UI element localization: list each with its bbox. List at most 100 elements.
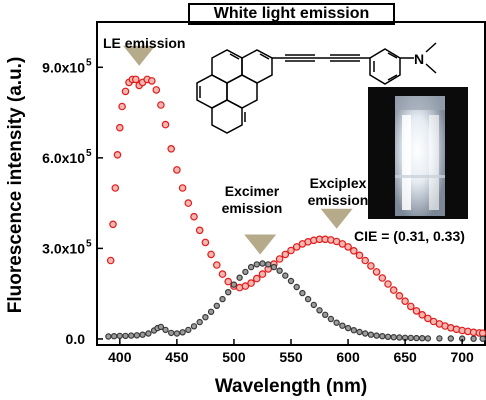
red-series-point — [190, 212, 198, 221]
red-series-point — [275, 255, 284, 263]
black-series-point — [133, 332, 141, 339]
black-series-point — [116, 332, 124, 340]
red-series-point — [207, 250, 215, 259]
black-series-point — [287, 277, 295, 285]
red-series-point — [113, 151, 122, 159]
red-series-point — [161, 120, 170, 129]
chart-title: White light emission — [188, 3, 395, 25]
black-series-point — [247, 263, 255, 271]
red-series-point — [281, 250, 290, 259]
black-series-point — [344, 324, 352, 332]
red-series-point — [184, 199, 193, 207]
black-series-point — [145, 330, 152, 337]
black-series-point — [167, 329, 175, 337]
black-series-point — [219, 295, 226, 303]
black-series-point — [333, 319, 340, 326]
black-series-point — [139, 331, 146, 338]
black-series-point — [105, 333, 112, 340]
annotation-excimer-line2: emission — [222, 200, 283, 216]
black-series-point — [339, 322, 346, 329]
black-series-point — [479, 335, 486, 342]
black-series-point — [447, 335, 454, 342]
black-series-point — [202, 314, 209, 321]
red-series-point — [361, 256, 370, 265]
red-series-point — [424, 314, 432, 323]
red-series-point — [167, 145, 176, 153]
black-series-point — [316, 307, 323, 314]
y-tick-exponent: 5 — [86, 148, 92, 159]
black-series-point — [213, 302, 220, 309]
le-exciplex-series — [106, 75, 486, 337]
y-tick-label: 0.0 — [66, 331, 86, 347]
red-series-point — [258, 270, 267, 278]
x-tick-label: 450 — [165, 349, 189, 365]
red-series-point — [478, 329, 486, 337]
red-series-point — [252, 274, 261, 283]
y-tick-exponent: 5 — [86, 57, 92, 68]
x-tick-label: 700 — [450, 349, 474, 365]
black-series-point — [122, 332, 129, 340]
red-series-point — [121, 87, 130, 96]
black-series-point — [110, 333, 118, 340]
red-series-point — [349, 247, 358, 255]
red-series-point — [218, 270, 227, 278]
red-series-point — [401, 297, 409, 306]
black-series-point — [265, 261, 272, 268]
emission-markers — [123, 45, 353, 255]
red-series-point — [344, 243, 352, 251]
black-series-point — [173, 330, 181, 337]
y-tick-label: 3.0x10 — [42, 240, 85, 256]
y-axis-label: Fluorescence intensity (a.u.) — [5, 57, 26, 314]
red-series-point — [132, 75, 140, 84]
cie-label: CIE = (0.31, 0.33) — [354, 228, 465, 244]
red-series-point — [241, 282, 250, 290]
black-series-point — [327, 315, 335, 323]
x-axis-ticks: 400 450 500 550 600 650 700 — [108, 339, 474, 365]
red-series-point — [118, 102, 126, 111]
black-series-point — [282, 272, 289, 279]
black-series-point — [185, 326, 192, 334]
black-series-point — [367, 331, 375, 338]
annotation-le: LE emission — [103, 35, 185, 51]
black-series-point — [419, 335, 426, 342]
annotation-excimer-line1: Excimer — [225, 183, 280, 199]
red-series-point — [247, 279, 255, 287]
black-series-point — [379, 333, 386, 340]
annotation-exciplex-line2: emission — [308, 192, 369, 208]
black-series-point — [127, 332, 135, 339]
x-tick-label: 500 — [222, 349, 246, 365]
red-series-point — [195, 226, 204, 235]
black-series-point — [179, 329, 186, 336]
emission-marker-0 — [123, 45, 156, 66]
red-series-point — [412, 307, 421, 315]
black-series-point — [299, 289, 306, 297]
red-series-point — [406, 302, 415, 311]
red-series-point — [148, 77, 156, 85]
black-series-point — [322, 311, 329, 318]
red-series-point — [355, 251, 364, 260]
black-series-point — [396, 334, 403, 341]
black-series-point — [162, 326, 169, 334]
y-tick-label: 6.0x10 — [42, 150, 85, 166]
cuvette-photo — [368, 87, 468, 219]
x-axis-label: Wavelength (nm) — [215, 376, 367, 397]
black-series-point — [276, 267, 283, 274]
y-tick-exponent: 5 — [86, 238, 92, 249]
red-series-point — [395, 291, 404, 300]
red-series-point — [116, 123, 124, 132]
emission-marker-2 — [320, 208, 353, 229]
red-series-point — [224, 277, 233, 286]
black-series-point — [259, 260, 266, 267]
red-series-point — [111, 184, 120, 192]
black-series-point — [304, 295, 312, 303]
black-series-point — [356, 328, 363, 336]
molecule-structure — [196, 42, 437, 134]
red-series-point — [378, 274, 387, 282]
molecule-nitrogen: N — [414, 51, 424, 67]
black-series-point — [413, 334, 420, 342]
x-tick-label: 550 — [279, 349, 303, 365]
red-series-point — [287, 246, 295, 255]
red-series-point — [384, 280, 392, 288]
red-series-point — [106, 256, 115, 265]
